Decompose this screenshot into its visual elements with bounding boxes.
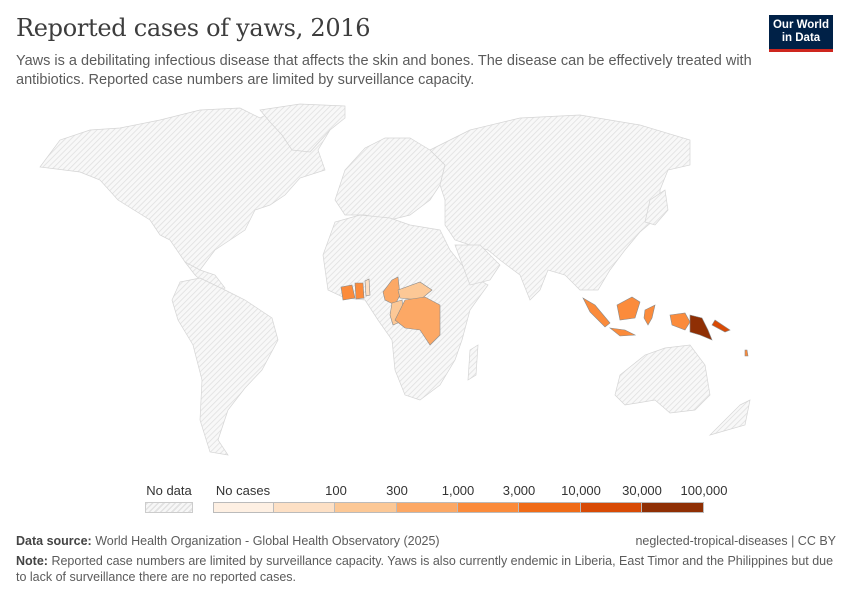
country-indonesia-papua: [669, 312, 691, 331]
chart-subtitle: Yaws is a debilitating infectious diseas…: [16, 53, 752, 88]
owid-logo[interactable]: Our World in Data: [769, 15, 833, 52]
legend-tick-label: 100: [325, 483, 347, 498]
legend-tick-label: 10,000: [561, 483, 601, 498]
note: Note: Reported case numbers are limited …: [16, 553, 836, 585]
legend-bin-30000-100000: [642, 502, 704, 513]
region-japan: [644, 189, 669, 226]
data-source-text[interactable]: World Health Organization - Global Healt…: [95, 534, 440, 548]
country-indonesia-borneo: [616, 296, 641, 321]
country-cote-divoire: [340, 284, 356, 301]
country-central-african-republic: [397, 281, 433, 301]
legend-bin-0-100: [274, 502, 335, 513]
legend-tick-label: 1,000: [441, 483, 475, 498]
region-arabia: [454, 244, 501, 286]
legend-bin-300-1000: [397, 502, 458, 513]
legend-bin-3000-10000: [519, 502, 581, 513]
legend-no-data-swatch: [145, 502, 193, 513]
logo-line-1: Our World: [772, 19, 829, 31]
country-solomon-islands: [711, 319, 731, 333]
country-togo: [364, 278, 371, 297]
legend-tick-label: 300: [386, 483, 408, 498]
region-greenland: [259, 103, 346, 153]
chart-title: Reported cases of yaws, 2016: [16, 14, 371, 42]
country-drc: [394, 296, 441, 346]
logo-line-2: in Data: [781, 32, 821, 44]
legend-bin-10000-30000: [581, 502, 642, 513]
legend-no-cases-label: No cases: [215, 483, 271, 498]
world-map: [39, 103, 751, 456]
country-vanuatu: [744, 349, 749, 357]
footer: Data source: World Health Organization -…: [16, 533, 836, 585]
country-ghana: [354, 282, 365, 300]
note-text: Reported case numbers are limited by sur…: [16, 554, 834, 584]
country-indonesia-sulawesi: [643, 304, 656, 326]
region-australia: [614, 344, 711, 414]
region-new-zealand: [708, 399, 751, 436]
legend-bin-1000-3000: [458, 502, 519, 513]
region-south-america: [171, 277, 279, 456]
legend-tick-label: 100,000: [680, 483, 728, 498]
region-asia: [429, 114, 691, 301]
data-source: Data source: World Health Organization -…: [16, 533, 440, 549]
region-north-america: [39, 104, 331, 271]
region-madagascar: [467, 344, 479, 381]
legend-bin-no-cases: [213, 502, 274, 513]
legend-tick-label: 3,000: [502, 483, 536, 498]
legend-no-data-label: No data: [146, 483, 192, 498]
region-europe: [334, 137, 446, 221]
data-source-label: Data source:: [16, 534, 92, 548]
legend-bin-100-300: [335, 502, 397, 513]
legend-tick-label: 30,000: [622, 483, 662, 498]
country-indonesia-java: [608, 327, 637, 337]
country-papua-new-guinea: [689, 314, 713, 341]
country-indonesia-sumatra: [582, 297, 611, 328]
legend: No data No cases 100 300 1,000 3,000 10,…: [0, 480, 850, 520]
note-label: Note:: [16, 554, 48, 568]
license-text[interactable]: neglected-tropical-diseases | CC BY: [635, 534, 836, 548]
